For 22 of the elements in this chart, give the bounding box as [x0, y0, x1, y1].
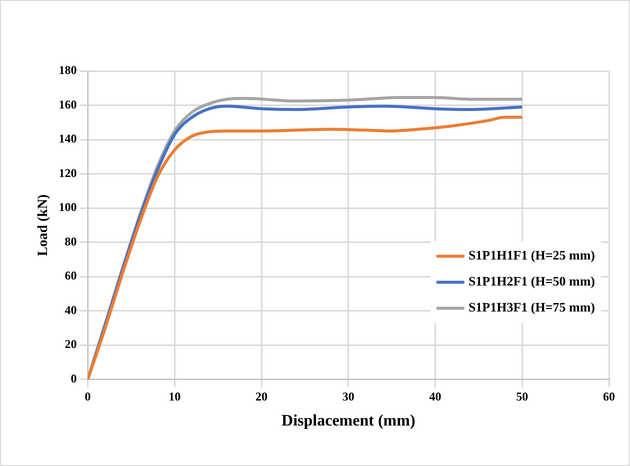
x-tick-label: 0	[84, 390, 91, 404]
x-tick-label: 40	[429, 390, 442, 404]
y-tick-label: 160	[58, 97, 77, 112]
y-tick-label: 80	[64, 234, 77, 248]
y-tick-label: 40	[64, 302, 77, 317]
y-tick-label: 0	[70, 371, 77, 386]
y-tick-label: 20	[64, 337, 77, 352]
legend-label: S1P1H1F1 (H=25 mm)	[468, 248, 596, 263]
y-tick-label: 140	[58, 132, 77, 146]
y-tick-label: 60	[64, 268, 77, 283]
x-tick-label: 30	[342, 390, 354, 404]
x-tick-label: 60	[603, 390, 615, 404]
x-tick-label: 50	[516, 390, 528, 404]
y-tick-label: 120	[58, 166, 77, 180]
y-tick-label: 100	[58, 200, 77, 214]
legend-label: S1P1H2F1 (H=50 mm)	[468, 274, 596, 289]
y-axis-title: Load (kN)	[36, 194, 52, 256]
x-tick-label: 10	[168, 390, 181, 404]
x-axis-title: Displacement (mm)	[282, 412, 416, 430]
x-tick-label: 20	[256, 390, 268, 404]
y-tick-label: 180	[58, 63, 77, 78]
legend-label: S1P1H3F1 (H=75 mm)	[468, 300, 596, 315]
